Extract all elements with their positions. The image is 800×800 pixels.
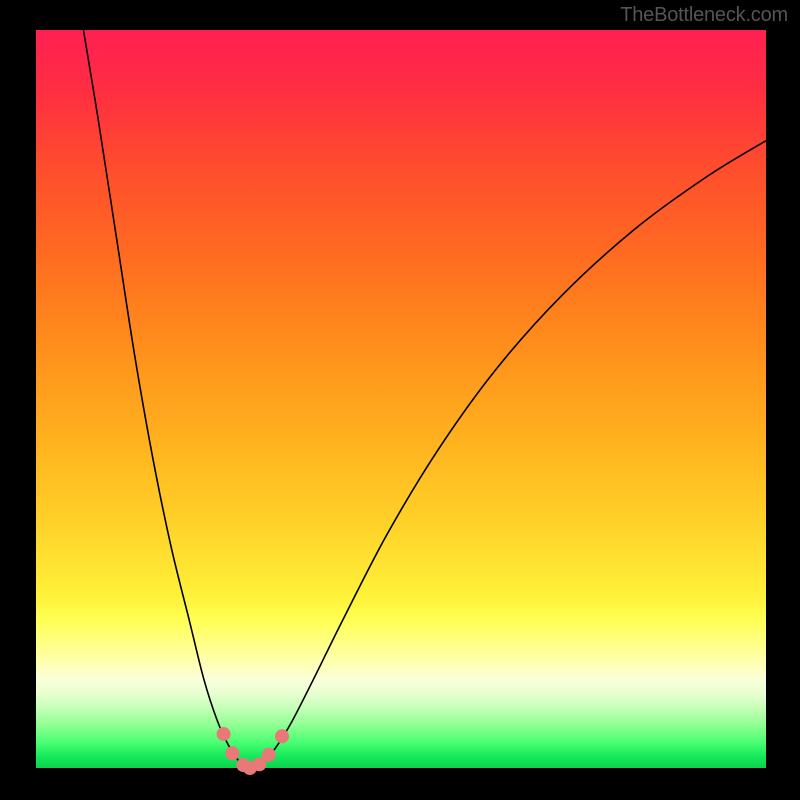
plot-area — [36, 30, 766, 768]
curve-right-branch — [250, 141, 766, 768]
chart-container: TheBottleneck.com — [0, 0, 800, 800]
marker-point — [226, 747, 239, 760]
marker-point — [276, 730, 289, 743]
watermark-text: TheBottleneck.com — [620, 4, 788, 27]
marker-point — [253, 758, 266, 771]
marker-point — [217, 728, 230, 741]
marker-point — [262, 748, 275, 761]
curve-left-branch — [83, 30, 249, 768]
curve-layer — [36, 30, 766, 768]
